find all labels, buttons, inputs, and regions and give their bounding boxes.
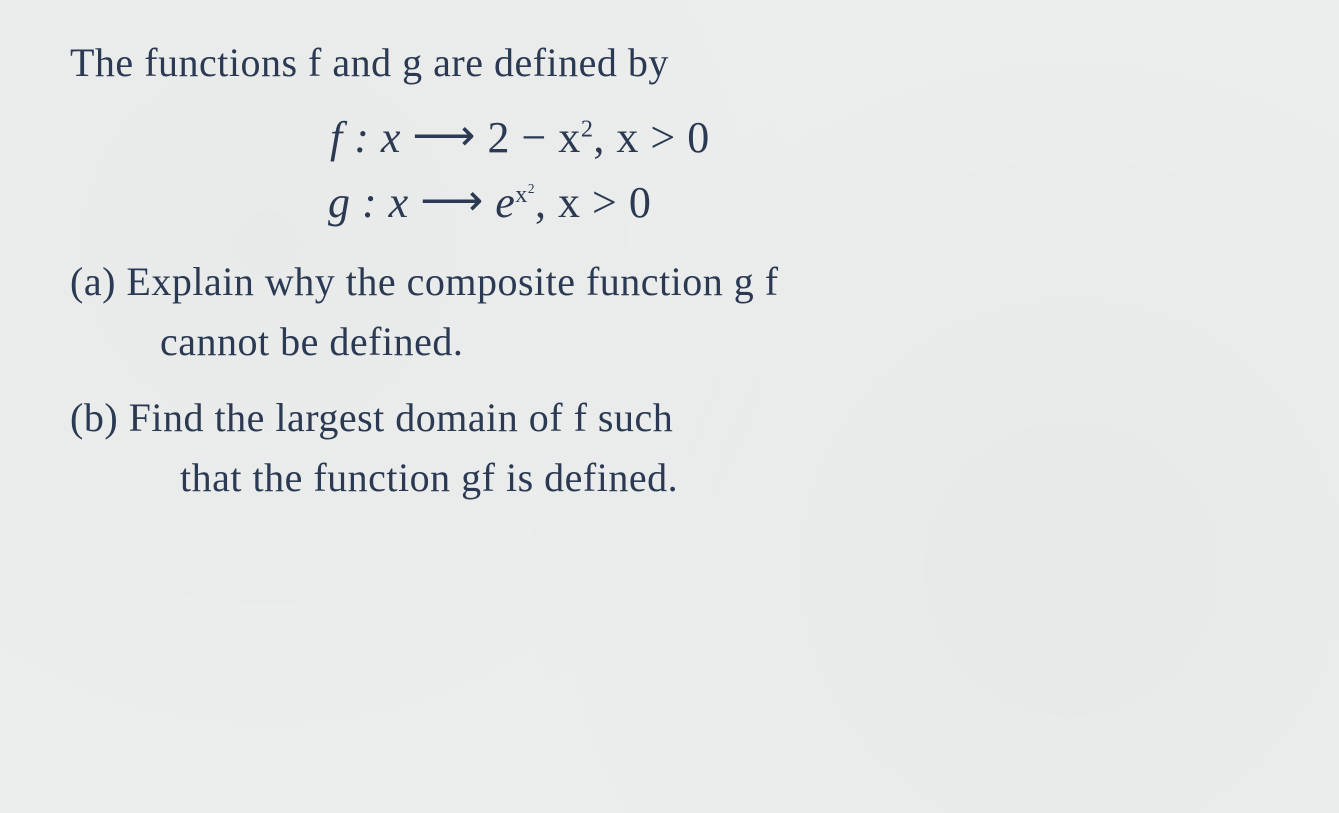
- def-f-lhs: f : x: [330, 113, 401, 162]
- part-a-line1: (a) Explain why the composite function g…: [70, 255, 1289, 309]
- part-b-label: (b): [70, 395, 118, 440]
- part-a-text1: Explain why the composite function g f: [116, 259, 779, 304]
- def-f-exponent: 2: [581, 115, 594, 142]
- def-g-exponent: x2: [515, 181, 535, 208]
- definition-f: f : x ⟶ 2 − x2, x > 0: [330, 108, 1289, 167]
- def-f-rhs: 2 − x: [487, 113, 580, 162]
- definition-g: g : x ⟶ ex2, x > 0: [328, 173, 1289, 232]
- intro-line: The functions f and g are defined by: [70, 36, 1289, 90]
- part-a-label: (a): [70, 259, 116, 304]
- def-f-condition: , x > 0: [593, 113, 709, 162]
- part-b-text1: Find the largest domain of f such: [118, 395, 673, 440]
- maps-to-arrow-icon: ⟶: [412, 106, 476, 165]
- def-g-e: e: [495, 178, 515, 227]
- def-g-lhs: g : x: [328, 178, 409, 227]
- maps-to-arrow-icon: ⟶: [420, 171, 484, 230]
- part-a-line2: cannot be defined.: [160, 315, 1289, 369]
- part-b-line1: (b) Find the largest domain of f such: [70, 391, 1289, 445]
- def-g-condition: , x > 0: [535, 178, 651, 227]
- part-b-line2: that the function gf is defined.: [180, 451, 1289, 505]
